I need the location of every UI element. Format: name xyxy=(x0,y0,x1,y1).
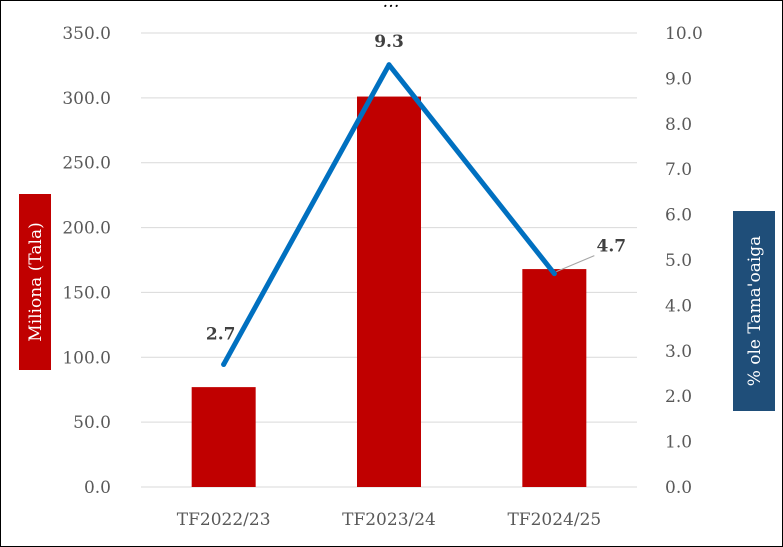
bars xyxy=(191,96,587,487)
y2-tick-label: 10.0 xyxy=(665,24,703,44)
right-axis-title: % ole Tama'oaiga xyxy=(733,211,775,411)
y-tick-label: 0.0 xyxy=(84,478,111,498)
right-axis-title-text: % ole Tama'oaiga xyxy=(745,236,765,387)
y2-tick-label: 2.0 xyxy=(665,387,692,407)
line-point-TF2022/23 xyxy=(221,361,227,367)
line-point-TF2023/24 xyxy=(386,62,392,68)
y2-tick-label: 9.0 xyxy=(665,69,692,89)
y-tick-label: 100.0 xyxy=(62,348,111,368)
y2-tick-label: 0.0 xyxy=(665,478,692,498)
data-label: 9.3 xyxy=(374,32,404,52)
x-tick-label: TF2022/23 xyxy=(177,510,271,530)
line-series xyxy=(221,62,557,367)
y2-tick-label: 4.0 xyxy=(665,296,692,316)
bar-TF2024/25 xyxy=(522,269,587,487)
line-point-TF2024/25 xyxy=(551,271,557,277)
bar-TF2022/23 xyxy=(191,387,256,487)
right-axis-title-box xyxy=(733,211,775,411)
data-label: 2.7 xyxy=(206,324,236,344)
data-label: 4.7 xyxy=(597,237,627,257)
leader-line xyxy=(556,255,595,273)
labels: 0.0 50.0 100.0 150.0 200.0 250.0 300.0 350.0 0.0… xyxy=(62,24,703,530)
y-tick-label: 200.0 xyxy=(62,219,111,239)
bar-TF2023/24 xyxy=(357,96,421,487)
y-tick-label: 350.0 xyxy=(62,24,111,44)
y2-tick-label: 3.0 xyxy=(665,342,692,362)
left-axis-title: Miliona (Tala) xyxy=(19,194,51,370)
x-tick-label: TF2024/25 xyxy=(507,510,601,530)
y2-tick-label: 8.0 xyxy=(665,115,692,135)
left-axis-title-text: Miliona (Tala) xyxy=(26,222,46,341)
y2-tick-label: 5.0 xyxy=(665,251,692,271)
y2-tick-label: 1.0 xyxy=(665,433,692,453)
y2-tick-label: 6.0 xyxy=(665,206,692,226)
y-tick-label: 50.0 xyxy=(73,413,111,433)
y-tick-label: 250.0 xyxy=(62,154,111,174)
y2-tick-label: 7.0 xyxy=(665,160,692,180)
left-axis-title-box xyxy=(19,194,51,370)
chart-title-fragment: … xyxy=(383,1,400,12)
y-tick-label: 300.0 xyxy=(62,89,111,109)
y-tick-label: 150.0 xyxy=(62,283,111,303)
x-tick-label: TF2023/24 xyxy=(342,510,436,530)
